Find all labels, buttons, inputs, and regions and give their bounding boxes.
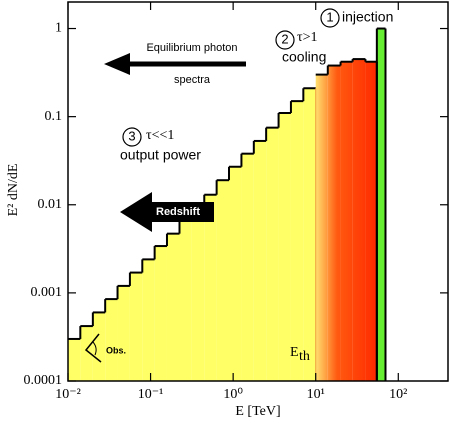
bar bbox=[266, 127, 279, 382]
y-tick-label: 0.1 bbox=[45, 109, 63, 124]
bar bbox=[352, 59, 366, 382]
bar bbox=[229, 166, 242, 381]
bar bbox=[179, 220, 192, 381]
annotation: 3 bbox=[128, 128, 135, 143]
x-tick-label: 10⁻¹ bbox=[138, 387, 164, 402]
annotation: spectra bbox=[174, 74, 211, 86]
annotation: output power bbox=[120, 147, 201, 163]
bar bbox=[327, 65, 341, 381]
annotation: τ<<1 bbox=[146, 128, 174, 143]
y-tick-label: 0.0001 bbox=[24, 373, 63, 388]
obs-arc bbox=[92, 341, 97, 356]
plot-area bbox=[68, 27, 387, 382]
bar bbox=[315, 74, 328, 382]
annotation: Equilibrium photon bbox=[146, 42, 237, 54]
bar bbox=[216, 180, 230, 381]
annotation: injection bbox=[342, 9, 393, 25]
y-tick-label: 0.01 bbox=[38, 197, 63, 212]
annotation: 2 bbox=[281, 31, 288, 46]
bar bbox=[191, 206, 205, 381]
circle bbox=[122, 127, 142, 147]
bar bbox=[376, 28, 386, 382]
bar bbox=[154, 246, 167, 381]
bar bbox=[129, 272, 143, 381]
annotation: Obs. bbox=[106, 345, 126, 355]
plot-frame bbox=[67, 1, 449, 382]
y-axis-label: E² dN/dE bbox=[6, 164, 21, 217]
bar bbox=[105, 299, 118, 381]
circle bbox=[275, 30, 295, 50]
obs-angle bbox=[84, 333, 102, 363]
bar bbox=[142, 259, 155, 381]
bar bbox=[166, 233, 180, 381]
annotation: Redshift bbox=[156, 206, 200, 218]
bar bbox=[117, 285, 130, 381]
x-tick-label: 10⁰ bbox=[223, 387, 243, 402]
bar bbox=[290, 101, 304, 381]
bar bbox=[204, 194, 217, 381]
bar bbox=[92, 312, 106, 381]
annotation: 1 bbox=[326, 9, 333, 24]
annotation: th bbox=[299, 349, 310, 364]
annotation: cooling bbox=[282, 49, 326, 65]
bar bbox=[80, 326, 93, 381]
bar bbox=[365, 61, 377, 381]
x-tick-label: 10² bbox=[389, 387, 407, 402]
x-tick-label: 10⁻² bbox=[55, 387, 81, 402]
arrow-head bbox=[104, 53, 130, 75]
y-tick-label: 0.001 bbox=[31, 285, 63, 300]
redshift-arrow bbox=[120, 192, 214, 232]
annotation: E bbox=[290, 345, 299, 360]
bar bbox=[340, 61, 353, 381]
annotations: 1 injection 2 τ>1 cooling 3 τ<<1 output … bbox=[84, 8, 393, 364]
x-axis-label: E [TeV] bbox=[235, 404, 280, 419]
bar bbox=[303, 88, 316, 382]
x-tick-label: 10¹ bbox=[307, 387, 325, 402]
bar bbox=[278, 112, 291, 382]
y-tick-label: 1 bbox=[55, 21, 62, 36]
bar bbox=[241, 153, 254, 381]
circle bbox=[320, 8, 340, 28]
annotation: τ>1 bbox=[297, 30, 318, 45]
bar bbox=[253, 140, 267, 381]
bar bbox=[68, 338, 81, 381]
